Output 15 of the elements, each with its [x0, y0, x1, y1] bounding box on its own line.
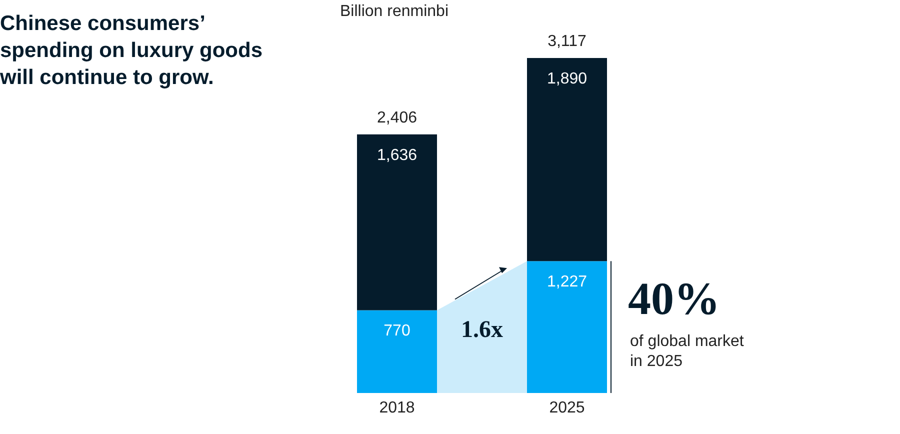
data-label: 770 — [384, 322, 410, 340]
total-label: 2,406 — [376, 109, 418, 126]
data-label: 1,227 — [546, 273, 588, 290]
bar — [357, 134, 437, 310]
y-axis-title: Billion renminbi — [340, 3, 448, 21]
annotation: 40% — [628, 273, 720, 324]
text: Chinese consumers’ spending on luxury goods will continue to grow. — [0, 11, 264, 91]
x-tick-label: 2018 — [379, 399, 415, 416]
annotation: 1.6x — [461, 317, 503, 343]
data-label: 1,890 — [546, 70, 588, 88]
data-label: 1,636 — [376, 146, 418, 164]
annotation: of global market in 2025 — [630, 332, 745, 372]
bar — [527, 58, 607, 262]
total-label: 3,117 — [548, 33, 587, 50]
x-tick-label: 2025 — [549, 399, 585, 416]
